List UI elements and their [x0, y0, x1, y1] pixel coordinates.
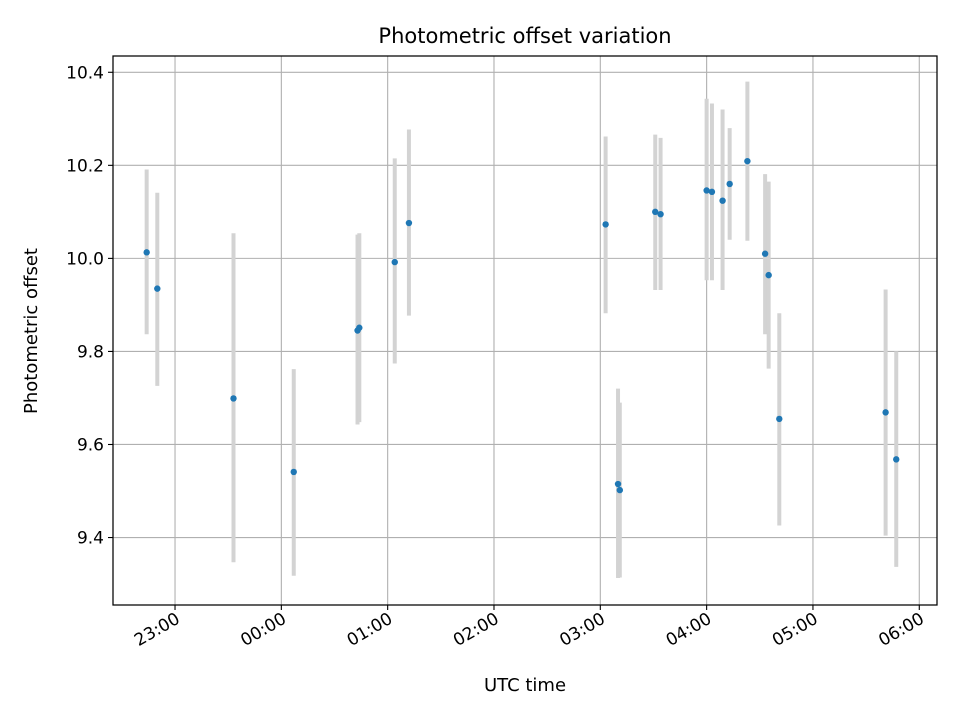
data-point	[703, 187, 710, 194]
data-point	[290, 468, 297, 476]
data-point	[893, 456, 900, 463]
y-tick-label: 9.6	[77, 435, 104, 455]
data-point	[356, 324, 363, 331]
x-axis-title: UTC time	[484, 675, 566, 696]
data-point	[602, 221, 609, 228]
data-point	[657, 210, 664, 218]
data-point	[765, 271, 772, 279]
data-point	[652, 208, 659, 216]
point-layer	[143, 157, 900, 494]
data-point	[726, 180, 733, 188]
data-point	[616, 486, 624, 494]
data-point	[761, 250, 769, 257]
data-point	[143, 249, 150, 256]
y-tick-label: 10.4	[66, 63, 104, 83]
plot-frame	[112, 55, 938, 606]
data-point	[614, 480, 622, 488]
y-tick-label: 10.0	[66, 249, 104, 269]
data-point	[744, 157, 751, 165]
data-point	[708, 188, 716, 196]
y-axis-ticks: 9.4 9.6 9.8 10.0 10.2 10.4	[66, 63, 113, 549]
y-tick-label: 10.2	[66, 156, 104, 176]
data-point	[882, 409, 889, 416]
y-tick-label: 9.4	[77, 529, 104, 549]
y-axis-title: Photometric offset	[21, 248, 42, 414]
data-point	[154, 285, 161, 292]
y-tick-label: 9.8	[77, 342, 104, 362]
chart-title: Photometric offset variation	[378, 24, 671, 48]
data-point	[391, 258, 398, 266]
data-point	[776, 415, 783, 423]
data-point	[719, 197, 726, 204]
data-point	[230, 395, 237, 402]
data-point	[405, 219, 413, 227]
